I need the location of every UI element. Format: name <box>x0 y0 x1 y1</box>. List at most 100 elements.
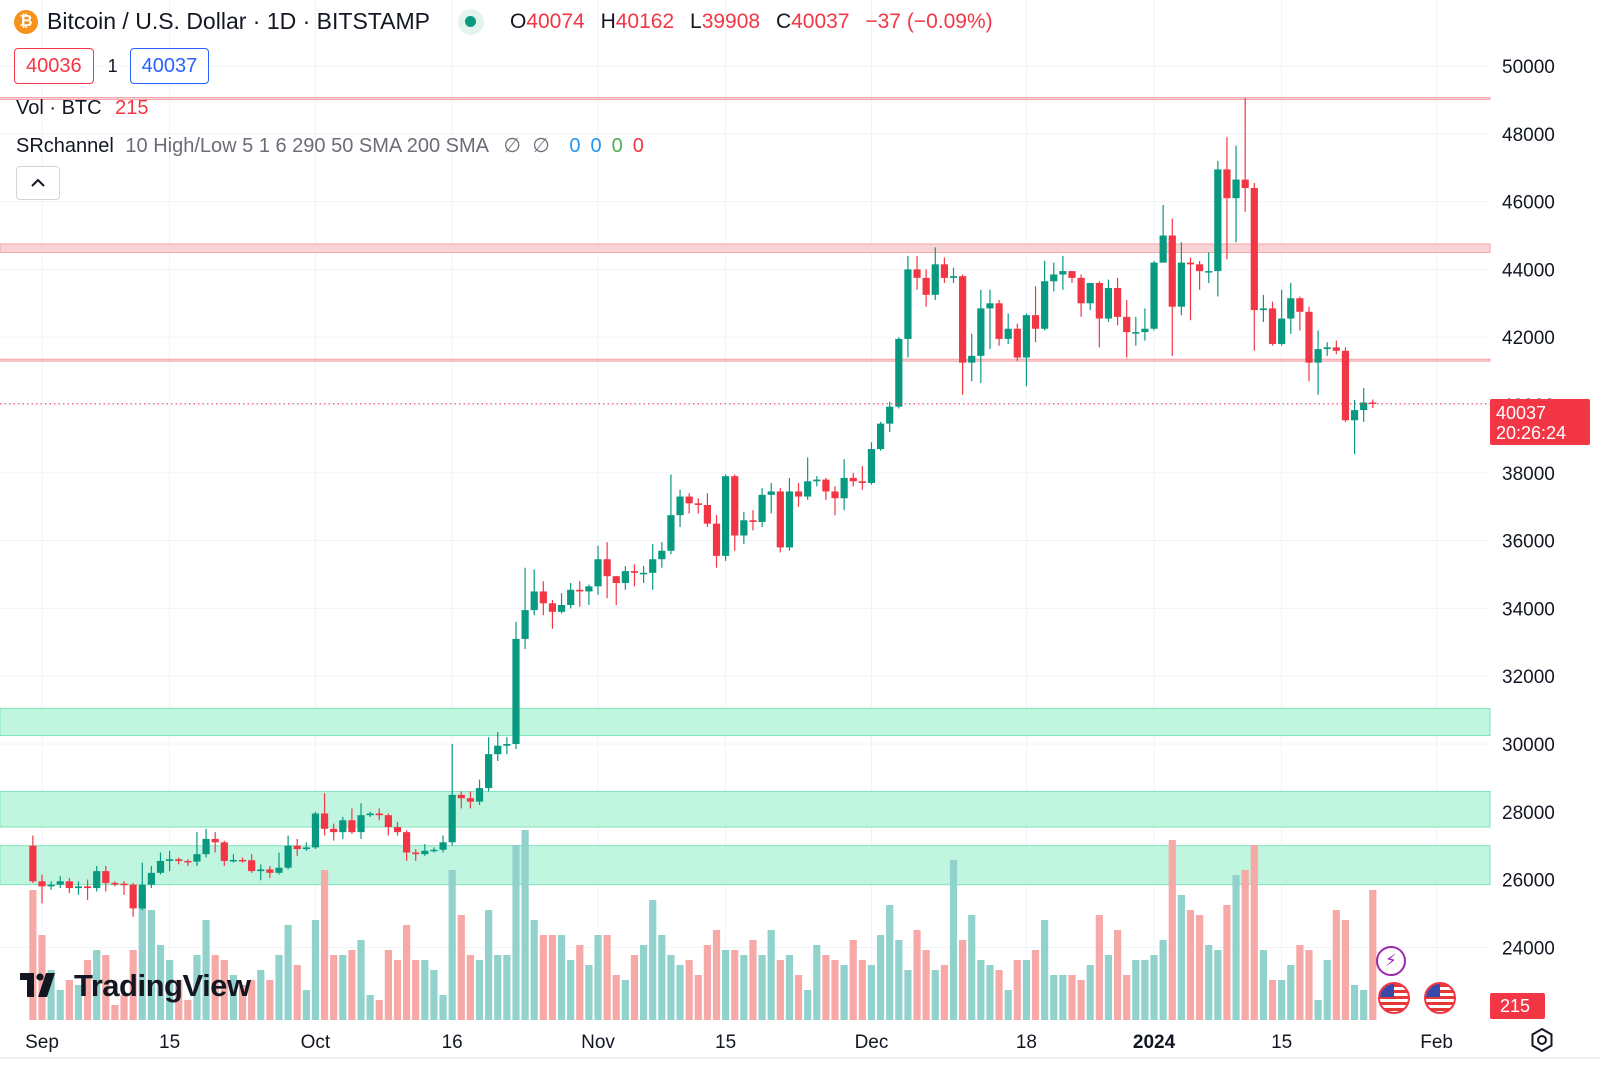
candle <box>731 474 739 551</box>
candle-body <box>1278 318 1286 344</box>
buy-price-button[interactable]: 40037 <box>129 48 210 84</box>
volume-bar <box>603 935 611 1020</box>
candle <box>56 876 64 889</box>
volume-bar <box>585 965 593 1020</box>
candle <box>1132 316 1140 346</box>
sell-price-button[interactable]: 40036 <box>14 48 94 84</box>
candle <box>466 791 475 809</box>
volume-bar <box>731 950 739 1020</box>
volume-bar <box>1113 930 1122 1020</box>
candle <box>1259 294 1268 322</box>
candle <box>886 401 894 433</box>
volume-bar <box>1004 990 1012 1020</box>
candle <box>357 803 365 839</box>
support-zone <box>0 707 1491 737</box>
volume-bar <box>1214 950 1222 1020</box>
candle-body <box>74 886 83 889</box>
candle-body <box>1360 402 1368 411</box>
volume-bar <box>785 955 794 1020</box>
candle-body <box>794 491 803 497</box>
candle-body <box>266 869 274 873</box>
candle <box>38 874 46 904</box>
market-status-icon[interactable] <box>457 8 484 35</box>
price-tick-label: 48000 <box>1502 125 1555 146</box>
candle <box>111 881 119 887</box>
candle-body <box>986 303 994 309</box>
candle-body <box>995 303 1003 339</box>
volume-bar <box>895 940 903 1020</box>
candle <box>694 498 702 514</box>
volume-bar <box>475 960 484 1020</box>
candle <box>439 835 447 853</box>
volume-bar <box>102 955 110 1020</box>
candle <box>485 737 493 792</box>
volume-bar <box>1159 940 1167 1020</box>
volume-bar <box>366 995 374 1020</box>
volume-indicator-legend[interactable]: Vol · BTC 215 <box>16 97 149 120</box>
candle <box>1123 299 1131 358</box>
srchannel-indicator-legend[interactable]: SRchannel 10 High/Low 5 1 6 290 50 SMA 2… <box>16 133 644 158</box>
candle <box>676 489 684 528</box>
volume-bar <box>339 955 347 1020</box>
srchannel-value: 0 <box>632 135 644 157</box>
us-flag-icon[interactable] <box>1378 982 1410 1014</box>
volume-bar <box>1059 975 1067 1020</box>
candle-body <box>302 847 310 850</box>
candle <box>567 582 575 609</box>
candle-body <box>284 845 292 868</box>
candle <box>1150 260 1158 331</box>
candle <box>238 857 247 863</box>
candle <box>475 779 484 806</box>
bar-countdown: 20:26:24 <box>1496 423 1567 443</box>
candle <box>785 477 794 551</box>
volume-bar <box>1095 915 1103 1020</box>
volume-bar <box>266 980 274 1020</box>
tradingview-logo[interactable]: TradingView <box>20 968 251 1004</box>
volume-bar <box>320 870 329 1020</box>
candle-body <box>585 586 593 592</box>
candle-body <box>959 276 967 363</box>
candle <box>876 421 885 451</box>
candle <box>193 832 201 867</box>
volume-bar <box>430 970 438 1020</box>
candle <box>630 564 639 587</box>
settings-icon[interactable] <box>1529 1027 1555 1053</box>
volume-bar <box>1196 915 1204 1020</box>
volume-bar <box>47 970 55 1020</box>
candle <box>1031 286 1040 343</box>
candle <box>138 862 146 911</box>
candle <box>1050 262 1058 292</box>
volume-bar <box>630 955 639 1020</box>
symbol-title[interactable]: Bitcoin / U.S. Dollar · 1D · BITSTAMP <box>47 8 430 34</box>
volume-bar <box>940 965 948 1020</box>
candle <box>557 593 566 614</box>
candle <box>895 337 903 409</box>
lightning-icon[interactable]: ⚡ <box>1376 946 1406 976</box>
volume-bar <box>275 955 283 1020</box>
us-flag-icon[interactable] <box>1424 982 1456 1014</box>
candle-body <box>1296 298 1304 312</box>
candle-body <box>931 264 939 295</box>
candle-body <box>968 355 976 363</box>
candle-body <box>448 794 456 843</box>
candle <box>1223 137 1231 260</box>
srchannel-value: 0 <box>611 135 623 157</box>
volume-bar <box>494 955 502 1020</box>
collapse-legend-button[interactable] <box>16 166 60 200</box>
candle-body <box>93 871 101 889</box>
candle-body <box>658 550 666 560</box>
volume-bar <box>1241 870 1249 1020</box>
volume-bar <box>1031 950 1040 1020</box>
candle <box>65 877 73 894</box>
ohlc-open: 40074 <box>526 9 585 33</box>
candle-body <box>548 603 557 612</box>
volume-bar <box>1296 945 1304 1020</box>
volume-bar <box>995 970 1003 1020</box>
volume-bar <box>557 935 566 1020</box>
volume-bar <box>1278 980 1286 1020</box>
volume-bar <box>448 870 456 1020</box>
candle <box>767 482 775 514</box>
volume-bar <box>384 950 392 1020</box>
